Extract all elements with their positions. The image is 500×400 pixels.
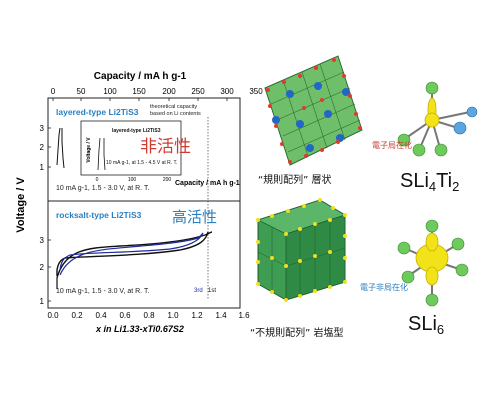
inset-x-label: Capacity / mA h g-1 bbox=[175, 180, 240, 187]
bottom-tick: 1.6 bbox=[238, 311, 250, 320]
upper-y-tick: 3 bbox=[40, 124, 45, 133]
bottom-tick: 0.4 bbox=[95, 311, 107, 320]
upper-curve bbox=[56, 127, 65, 169]
theory-note-line1: theoretical capacity bbox=[150, 104, 197, 110]
lower-panel-title: rocksalt-type Li2TiS3 bbox=[56, 210, 142, 220]
layered-crystal-structure bbox=[264, 55, 363, 166]
bottom-tick: 0.6 bbox=[119, 311, 131, 320]
top-axis-label: Capacity / mA h g-1 bbox=[94, 71, 187, 82]
top-tick: 0 bbox=[51, 87, 56, 96]
lower-discharge-3rd bbox=[59, 232, 204, 271]
lower-y-tickmarks bbox=[48, 239, 51, 302]
top-tick: 300 bbox=[220, 87, 234, 96]
top-tick: 200 bbox=[162, 87, 176, 96]
upper-y-tick: 2 bbox=[40, 143, 45, 152]
upper-condition: 10 mA g-1, 1.5 - 3.0 V, at R. T. bbox=[56, 185, 149, 192]
cycle-3rd-label: 3rd bbox=[194, 288, 203, 294]
top-tick: 100 bbox=[103, 87, 117, 96]
sli4ti2-formula: SLi4Ti2 bbox=[400, 170, 459, 194]
upper-y-tick: 1 bbox=[40, 163, 45, 172]
lower-y-ticks: 1 2 3 bbox=[40, 236, 45, 306]
inset-y-label: Voltage / V bbox=[86, 137, 92, 163]
ordered-caption: “規則配列” 層状 bbox=[258, 173, 332, 186]
inset-condition: 10 mA g-1, at 1.5 - 4.5 V at R. T. bbox=[106, 160, 177, 166]
upper-y-ticks: 1 2 3 bbox=[40, 124, 45, 172]
lower-y-tick: 3 bbox=[40, 236, 45, 245]
lower-y-tick: 1 bbox=[40, 297, 45, 306]
bottom-tick: 0.2 bbox=[71, 311, 83, 320]
top-tick-marks bbox=[52, 98, 228, 101]
sli6-cluster bbox=[397, 219, 469, 307]
bottom-tick: 1.2 bbox=[191, 311, 203, 320]
bottom-tick: 1.4 bbox=[215, 311, 227, 320]
top-axis-ticks: 0 50 100 150 200 250 300 350 400 bbox=[51, 87, 292, 96]
sli4ti2-cluster bbox=[397, 81, 478, 157]
bottom-axis-ticks: 0.0 0.2 0.4 0.6 0.8 1.0 1.2 1.4 1.6 bbox=[47, 311, 250, 320]
cycle-1st-label: 1st bbox=[208, 288, 216, 294]
top-tick: 350 bbox=[249, 87, 263, 96]
lower-condition: 10 mA g-1, 1.5 - 3.0 V, at R. T. bbox=[56, 288, 149, 295]
inset-frame bbox=[80, 120, 182, 176]
theory-note-line2: based on Li contents bbox=[150, 111, 201, 117]
rocksalt-crystal-structure bbox=[256, 198, 347, 302]
inset-x-tick: 200 bbox=[163, 177, 172, 183]
y-axis-label: Voltage / V bbox=[15, 177, 27, 233]
top-tick: 50 bbox=[77, 87, 86, 96]
inset-curve bbox=[97, 137, 106, 171]
sli6-formula: SLi6 bbox=[408, 313, 444, 337]
bottom-tick: 0.8 bbox=[143, 311, 155, 320]
lower-y-tick: 2 bbox=[40, 263, 45, 272]
upper-panel-title: layered-type Li2TiS3 bbox=[56, 107, 139, 117]
electron-delocalized-label: 電子非局在化 bbox=[360, 282, 408, 292]
inactive-label: 非活性 bbox=[140, 137, 191, 157]
lower-charge-1st bbox=[56, 231, 213, 279]
bottom-tick: 1.0 bbox=[167, 311, 179, 320]
inset-x-ticks: 0 100 200 bbox=[96, 177, 172, 183]
top-tick: 150 bbox=[132, 87, 146, 96]
upper-y-tickmarks bbox=[48, 127, 51, 168]
bottom-tick: 0.0 bbox=[47, 311, 59, 320]
disordered-caption: “不規則配列” 岩塩型 bbox=[250, 326, 344, 339]
plot-frame bbox=[47, 97, 241, 309]
inset-title: layered-type Li2TiS3 bbox=[112, 128, 161, 134]
active-label: 高活性 bbox=[172, 208, 217, 226]
inset-x-tick: 100 bbox=[128, 177, 137, 183]
lower-discharge-1st bbox=[56, 231, 209, 276]
electron-localized-label: 電子局在化 bbox=[372, 140, 412, 150]
bottom-axis-label: x in Li1.33-xTi0.67S2 bbox=[95, 324, 184, 334]
inset-x-tick: 0 bbox=[96, 177, 99, 183]
top-tick: 250 bbox=[191, 87, 205, 96]
